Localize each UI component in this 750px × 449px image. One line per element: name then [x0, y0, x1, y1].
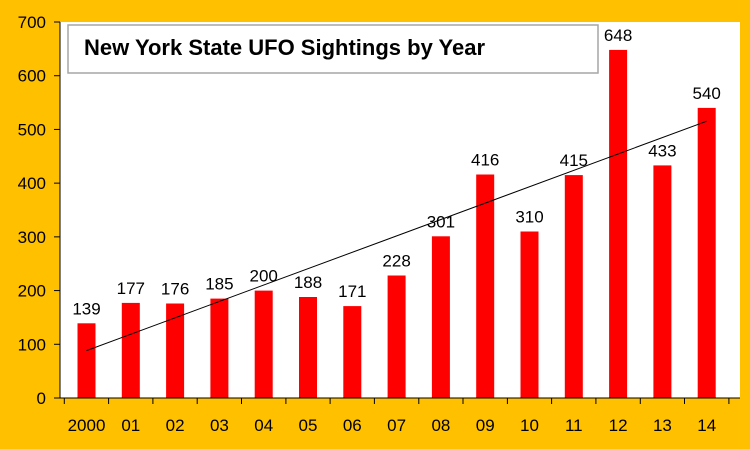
data-label: 139	[72, 299, 100, 318]
bar	[121, 302, 140, 398]
y-tick-label: 0	[37, 389, 46, 408]
chart-title-box: New York State UFO Sightings by Year	[67, 24, 599, 74]
data-label: 176	[161, 280, 189, 299]
bar	[431, 236, 450, 398]
trendline	[86, 120, 707, 352]
bar	[299, 297, 317, 398]
labels-layer: 1392000177011760218503200041880517106228…	[18, 13, 721, 435]
trendline-layer	[86, 120, 707, 352]
data-label: 185	[205, 275, 233, 294]
data-label: 648	[604, 26, 632, 45]
y-tick-label: 400	[18, 174, 46, 193]
y-tick-label: 200	[18, 282, 46, 301]
data-label: 200	[250, 267, 278, 286]
data-label: 310	[515, 208, 543, 227]
bar	[653, 165, 672, 398]
x-tick-label: 01	[121, 416, 140, 435]
data-label: 415	[560, 151, 588, 170]
bar	[564, 175, 583, 398]
y-tick-label: 500	[18, 120, 46, 139]
x-tick-label: 10	[520, 416, 539, 435]
chart-title: New York State UFO Sightings by Year	[84, 35, 485, 60]
x-tick-label: 09	[476, 416, 495, 435]
bar	[476, 174, 495, 398]
x-tick-label: 04	[254, 416, 273, 435]
x-tick-label: 14	[697, 416, 716, 435]
x-tick-label: 03	[210, 416, 229, 435]
x-tick-label: 08	[431, 416, 450, 435]
y-tick-label: 300	[18, 228, 46, 247]
data-label: 228	[382, 252, 410, 271]
data-label: 171	[338, 282, 366, 301]
data-label: 416	[471, 151, 499, 170]
x-tick-label: 07	[387, 416, 406, 435]
data-label: 433	[648, 141, 676, 160]
x-tick-label: 12	[609, 416, 628, 435]
bars-layer	[77, 49, 716, 399]
x-tick-label: 02	[166, 416, 185, 435]
data-label: 188	[294, 273, 322, 292]
data-label: 301	[427, 212, 455, 231]
bar	[166, 303, 185, 398]
y-tick-label: 100	[18, 335, 46, 354]
x-tick-label: 13	[653, 416, 672, 435]
chart-title-frame	[67, 24, 599, 74]
bar	[77, 323, 96, 398]
x-tick-label: 05	[299, 416, 318, 435]
bar	[697, 107, 716, 399]
data-label: 540	[693, 84, 721, 103]
bar	[520, 231, 539, 398]
bar	[210, 298, 229, 398]
x-tick-label: 2000	[68, 416, 106, 435]
axes-layer	[54, 21, 740, 404]
x-tick-label: 06	[343, 416, 362, 435]
y-tick-label: 700	[18, 13, 46, 32]
bar	[609, 49, 628, 399]
x-tick-label: 11	[565, 416, 583, 435]
bar	[343, 306, 362, 398]
bar	[387, 275, 406, 398]
bar	[254, 290, 273, 398]
data-label: 177	[117, 279, 145, 298]
y-tick-label: 600	[18, 67, 46, 86]
